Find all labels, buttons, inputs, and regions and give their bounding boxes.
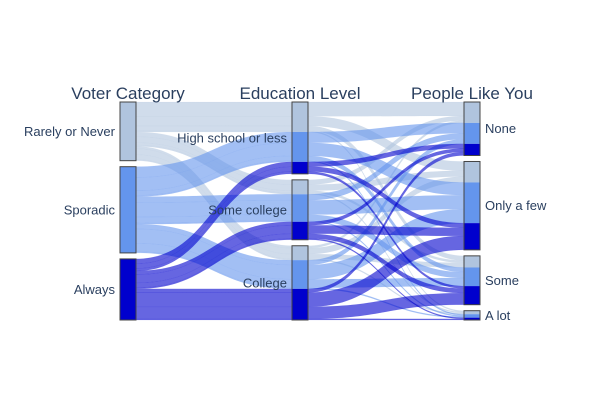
category-bar-rarely-or-never[interactable] bbox=[119, 101, 137, 162]
category-band-college-level0 bbox=[292, 245, 308, 261]
category-band-always-level2 bbox=[120, 258, 136, 320]
category-bar-only-a-few[interactable] bbox=[463, 160, 481, 251]
label-layer: Voter Category Rarely or Never Sporadic Alw… bbox=[24, 84, 547, 323]
category-bar-sporadic[interactable] bbox=[119, 166, 137, 254]
bar-layer bbox=[119, 101, 481, 321]
category-label-sporadic: Sporadic bbox=[64, 202, 116, 217]
category-band-sporadic-level1 bbox=[120, 166, 136, 253]
ribbon-always-college-some-seg1[interactable] bbox=[135, 306, 293, 320]
category-outline-some-college bbox=[291, 179, 309, 241]
category-outline-only-a-few bbox=[463, 160, 481, 251]
ribbon-layer bbox=[135, 101, 465, 321]
category-bar-some[interactable] bbox=[463, 255, 481, 306]
category-label-college: College bbox=[243, 275, 287, 290]
ribbon-rarely-or-never-high-school-or-less-none-seg1[interactable] bbox=[135, 101, 293, 117]
category-band-only-a-few-level0 bbox=[464, 161, 480, 183]
category-bar-high-school-or-less[interactable] bbox=[291, 101, 309, 175]
category-bar-always[interactable] bbox=[119, 258, 137, 321]
category-band-only-a-few-level2 bbox=[464, 223, 480, 250]
category-label-some-college: Some college bbox=[208, 202, 287, 217]
category-bar-college[interactable] bbox=[291, 245, 309, 321]
ribbon-always-college-only-a-few-seg1[interactable] bbox=[135, 292, 293, 308]
category-outline-rarely-or-never bbox=[119, 101, 137, 162]
category-outline-sporadic bbox=[119, 166, 137, 254]
category-band-high-school-or-less-level1 bbox=[292, 131, 308, 162]
ribbon-rarely-or-never-high-school-or-less-none-seg2[interactable] bbox=[307, 101, 465, 117]
category-band-some-college-level0 bbox=[292, 179, 308, 195]
category-bar-none[interactable] bbox=[463, 101, 481, 156]
category-outline-none bbox=[463, 101, 481, 156]
ribbon-always-college-a-lot-seg1[interactable] bbox=[135, 318, 293, 321]
dimension-title-people-like-you: People Like You bbox=[411, 84, 533, 103]
category-bar-a-lot[interactable] bbox=[463, 310, 481, 321]
dimension-title-education-level: Education Level bbox=[240, 84, 361, 103]
category-outline-always bbox=[119, 258, 137, 321]
category-band-college-level2 bbox=[292, 288, 308, 320]
category-band-some-level2 bbox=[464, 286, 480, 305]
ribbon-rarely-or-never-high-school-or-less-only-a-few-seg1[interactable] bbox=[135, 116, 293, 127]
category-outline-a-lot bbox=[463, 310, 481, 321]
category-band-none-level0 bbox=[464, 102, 480, 123]
category-outline-some bbox=[463, 255, 481, 306]
dimension-title-voter-category: Voter Category bbox=[71, 84, 185, 103]
category-label-only-a-few: Only a few bbox=[485, 198, 547, 213]
category-label-always: Always bbox=[74, 282, 116, 297]
category-band-a-lot-level1 bbox=[464, 314, 480, 318]
category-band-a-lot-level2 bbox=[464, 317, 480, 320]
category-label-rarely-or-never: Rarely or Never bbox=[24, 124, 116, 139]
category-band-some-level1 bbox=[464, 267, 480, 287]
category-outline-high-school-or-less bbox=[291, 101, 309, 175]
category-band-some-college-level1 bbox=[292, 194, 308, 222]
category-band-high-school-or-less-level0 bbox=[292, 102, 308, 132]
category-band-only-a-few-level1 bbox=[464, 182, 480, 224]
category-bar-some-college[interactable] bbox=[291, 179, 309, 241]
category-band-some-level0 bbox=[464, 255, 480, 268]
category-band-a-lot-level0 bbox=[464, 310, 480, 315]
category-label-a-lot: A lot bbox=[485, 308, 511, 323]
category-band-college-level1 bbox=[292, 260, 308, 289]
category-band-some-college-level2 bbox=[292, 221, 308, 240]
category-label-none: None bbox=[485, 121, 516, 136]
ribbon-always-some-college-only-a-few-seg2[interactable] bbox=[307, 225, 465, 237]
category-band-none-level2 bbox=[464, 143, 480, 156]
ribbon-always-college-a-lot-seg2[interactable] bbox=[307, 318, 465, 321]
category-label-some: Some bbox=[485, 273, 519, 288]
category-band-none-level1 bbox=[464, 122, 480, 144]
category-band-rarely-or-never-level0 bbox=[120, 102, 136, 161]
category-band-high-school-or-less-level2 bbox=[292, 161, 308, 174]
category-label-high-school-or-less: High school or less bbox=[177, 130, 287, 145]
category-outline-college bbox=[291, 245, 309, 321]
